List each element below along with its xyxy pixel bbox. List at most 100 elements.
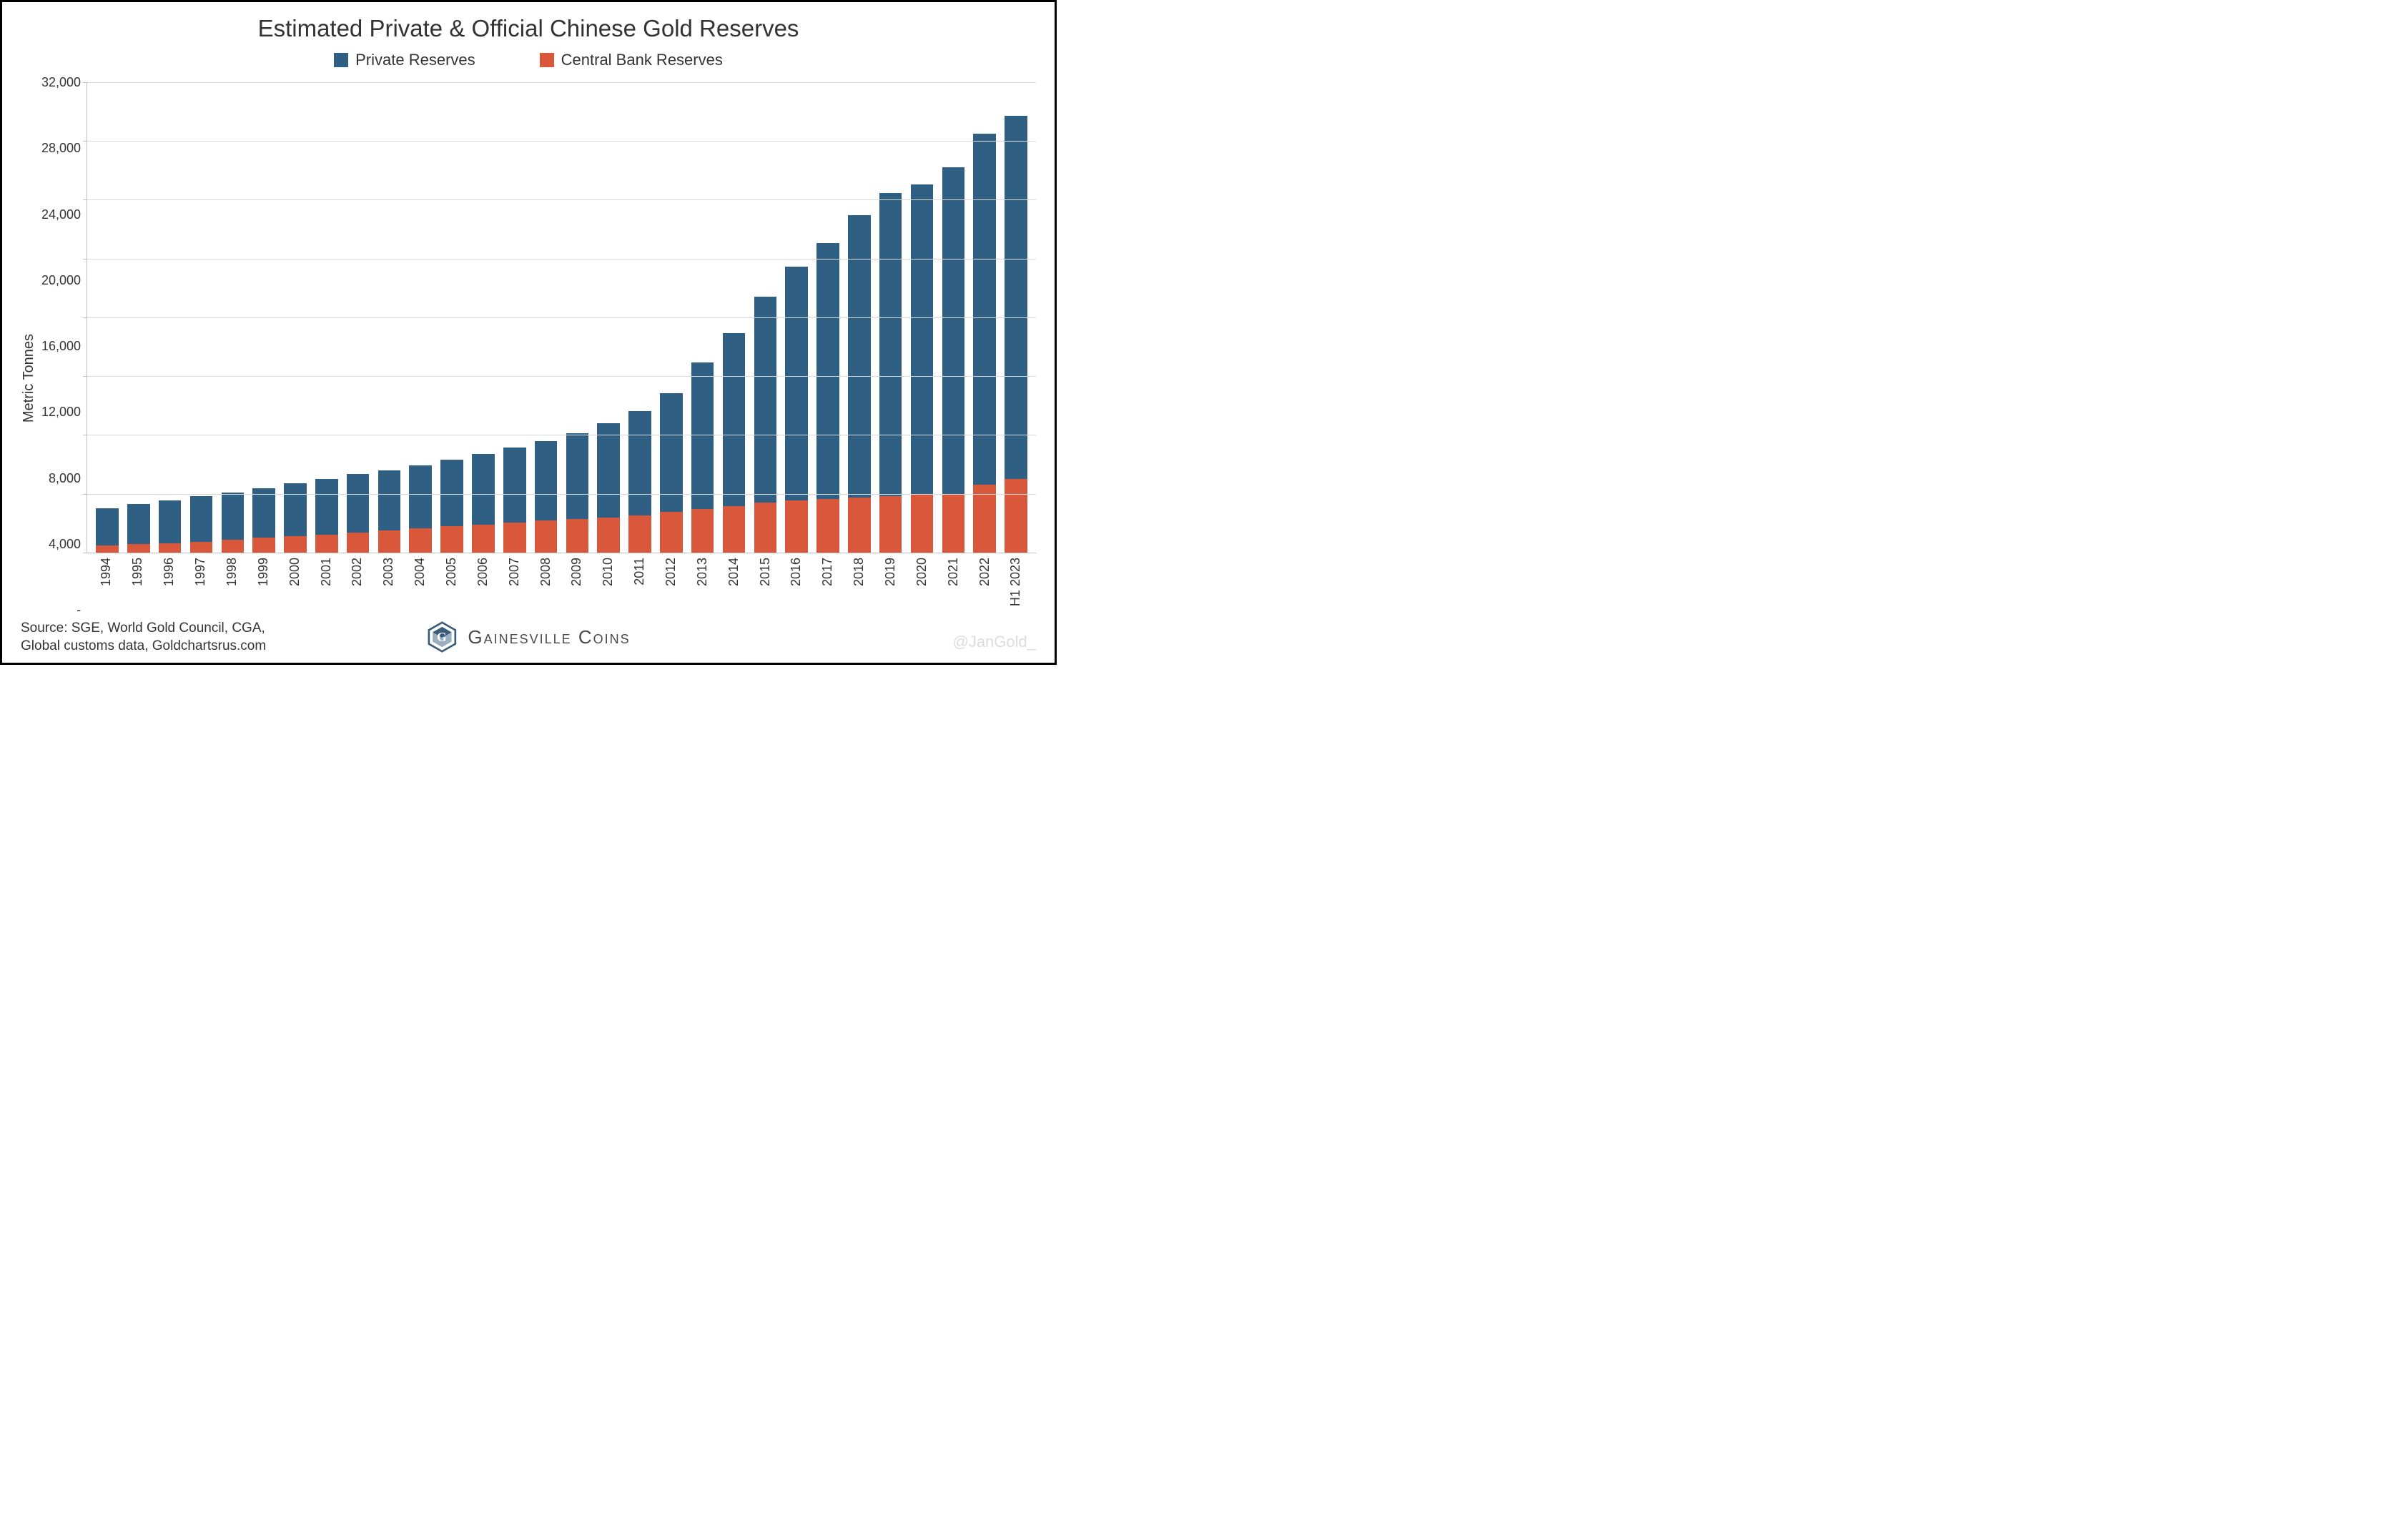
source-line-2: Global customs data, Goldchartsrus.com bbox=[21, 637, 266, 656]
x-tick: 2006 bbox=[467, 558, 498, 610]
bar-segment-private bbox=[409, 465, 432, 528]
bar-segment-private bbox=[315, 479, 338, 535]
bar-segment-private bbox=[597, 423, 620, 518]
bar-segment-central-bank bbox=[911, 495, 934, 553]
bar-segment-private bbox=[535, 441, 558, 520]
grid-line bbox=[87, 259, 1036, 260]
x-tick-label: H1 2023 bbox=[1008, 558, 1023, 606]
plot-area bbox=[87, 82, 1036, 553]
bar-segment-central-bank bbox=[848, 498, 871, 553]
bar-segment-private bbox=[96, 508, 119, 545]
x-tick-label: 2003 bbox=[381, 558, 396, 586]
x-tick-label: 2016 bbox=[789, 558, 804, 586]
bar-segment-central-bank bbox=[1005, 479, 1027, 553]
stacked-bar bbox=[409, 465, 432, 553]
x-tick: 2002 bbox=[342, 558, 373, 610]
bar-segment-private bbox=[723, 333, 746, 507]
bar-segment-central-bank bbox=[879, 496, 902, 553]
x-tick: 2022 bbox=[969, 558, 1000, 610]
bar-segment-private bbox=[503, 448, 526, 523]
bar-segment-private bbox=[127, 504, 150, 544]
x-tick: H1 2023 bbox=[1000, 558, 1032, 610]
bar-segment-central-bank bbox=[816, 499, 839, 553]
stacked-bar bbox=[127, 504, 150, 553]
bar-segment-central-bank bbox=[222, 540, 245, 552]
bar-segment-central-bank bbox=[159, 543, 182, 553]
stacked-bar bbox=[252, 488, 275, 552]
stacked-bar bbox=[691, 362, 714, 553]
x-tick: 2010 bbox=[593, 558, 624, 610]
x-tick-label: 2005 bbox=[444, 558, 459, 586]
x-tick: 2007 bbox=[498, 558, 530, 610]
legend: Private ReservesCentral Bank Reserves bbox=[21, 51, 1036, 69]
x-tick: 2021 bbox=[937, 558, 969, 610]
bar-segment-central-bank bbox=[785, 500, 808, 553]
grid-line bbox=[87, 199, 1036, 200]
x-tick: 2020 bbox=[906, 558, 937, 610]
bar-segment-central-bank bbox=[284, 536, 307, 553]
x-tick-label: 2008 bbox=[538, 558, 553, 586]
chart-area: Metric Tonnes 32,00028,00024,00020,00016… bbox=[21, 82, 1036, 610]
bar-segment-central-bank bbox=[440, 526, 463, 553]
x-tick: 2008 bbox=[530, 558, 561, 610]
x-tick: 2003 bbox=[373, 558, 405, 610]
brand: G Gainesville Coins bbox=[426, 621, 630, 653]
x-tick: 2001 bbox=[310, 558, 342, 610]
y-axis-label: Metric Tonnes bbox=[21, 270, 37, 423]
bar-segment-private bbox=[378, 470, 401, 530]
grid-line bbox=[87, 376, 1036, 377]
bar-segment-central-bank bbox=[472, 525, 495, 553]
x-tick-label: 2004 bbox=[413, 558, 428, 586]
stacked-bar bbox=[159, 500, 182, 553]
stacked-bar bbox=[628, 411, 651, 553]
stacked-bar bbox=[96, 508, 119, 553]
x-tick-label: 2001 bbox=[319, 558, 334, 586]
stacked-bar bbox=[535, 441, 558, 553]
bar-segment-central-bank bbox=[628, 515, 651, 553]
bar-segment-private bbox=[879, 193, 902, 496]
x-tick-label: 1999 bbox=[256, 558, 271, 586]
x-axis: 1994199519961997199819992000200120022003… bbox=[87, 553, 1036, 610]
x-tick-label: 1996 bbox=[162, 558, 177, 586]
footer: Source: SGE, World Gold Council, CGA, Gl… bbox=[21, 616, 1036, 656]
x-tick: 2015 bbox=[749, 558, 781, 610]
x-tick: 2005 bbox=[436, 558, 468, 610]
bar-segment-private bbox=[252, 488, 275, 538]
x-tick: 2012 bbox=[656, 558, 687, 610]
stacked-bar bbox=[440, 460, 463, 553]
stacked-bar bbox=[315, 479, 338, 553]
x-tick-label: 2017 bbox=[820, 558, 835, 586]
legend-label: Central Bank Reserves bbox=[561, 51, 723, 69]
stacked-bar bbox=[723, 333, 746, 553]
x-tick: 2017 bbox=[812, 558, 844, 610]
y-tick-mark bbox=[83, 317, 87, 318]
x-tick: 2011 bbox=[624, 558, 656, 610]
stacked-bar bbox=[816, 243, 839, 553]
bar-segment-private bbox=[754, 297, 777, 503]
stacked-bar bbox=[566, 433, 589, 553]
x-tick-label: 1994 bbox=[99, 558, 114, 586]
bar-segment-private bbox=[785, 267, 808, 500]
x-tick-label: 2014 bbox=[726, 558, 741, 586]
x-tick-label: 2002 bbox=[350, 558, 365, 586]
stacked-bar bbox=[1005, 116, 1027, 553]
svg-text:G: G bbox=[437, 630, 448, 644]
x-tick: 1994 bbox=[91, 558, 122, 610]
source-text: Source: SGE, World Gold Council, CGA, Gl… bbox=[21, 619, 266, 656]
y-tick-mark bbox=[83, 82, 87, 83]
x-tick: 2013 bbox=[686, 558, 718, 610]
bar-segment-private bbox=[190, 496, 213, 542]
bar-segment-central-bank bbox=[252, 538, 275, 553]
y-tick-mark bbox=[83, 494, 87, 495]
x-tick-label: 2009 bbox=[569, 558, 584, 586]
x-tick: 2009 bbox=[561, 558, 593, 610]
x-tick-label: 2018 bbox=[852, 558, 867, 586]
x-tick: 2014 bbox=[718, 558, 749, 610]
bar-segment-private bbox=[691, 362, 714, 510]
bar-segment-private bbox=[973, 134, 996, 485]
stacked-bar bbox=[754, 297, 777, 553]
x-tick-label: 2019 bbox=[883, 558, 898, 586]
x-tick: 2004 bbox=[405, 558, 436, 610]
bar-segment-private bbox=[628, 411, 651, 515]
stacked-bar bbox=[190, 496, 213, 553]
